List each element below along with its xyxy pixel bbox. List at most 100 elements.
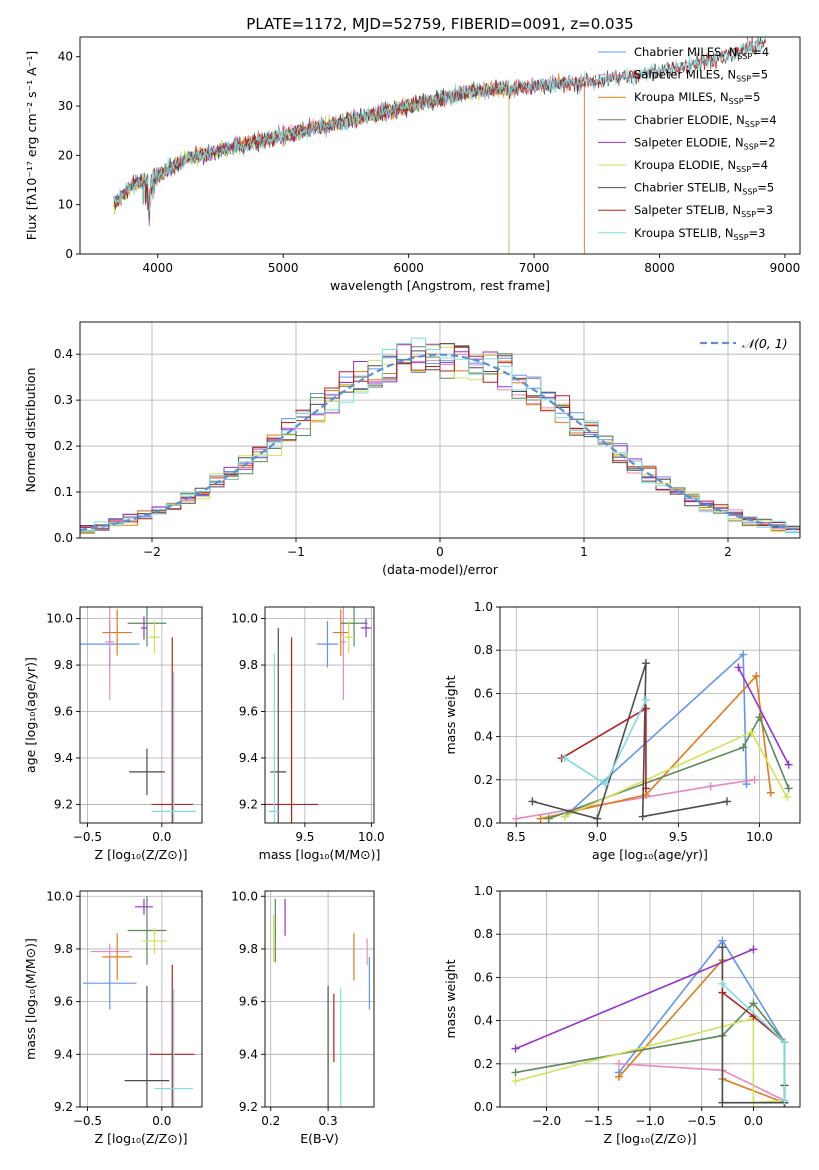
ytick-label-4: 0.8 — [474, 927, 493, 941]
ytick-label-2: 9.6 — [54, 995, 73, 1009]
ytick-label-4: 40 — [58, 50, 73, 64]
plot-area-age-vs-Z — [80, 607, 197, 823]
x-axis-label: age [log₁₀(age/yr)] — [592, 847, 708, 862]
errorbar-7 — [151, 637, 194, 823]
x-axis-label: mass [log₁₀(M/M⊙)] — [259, 847, 381, 862]
weight-marker-6-4 — [723, 797, 732, 806]
ytick-label-3: 9.8 — [239, 658, 258, 672]
legend-entry-6: Chabrier STELIB, NSSP=5 — [634, 181, 774, 197]
xtick-label-0: 0.2 — [261, 1114, 280, 1128]
ytick-label-0: 0.0 — [54, 531, 73, 545]
xtick-label-1: 5000 — [268, 261, 299, 275]
legend-entry-3: Chabrier ELODIE, NSSP=4 — [634, 113, 777, 129]
xtick-label-0: −2 — [143, 545, 161, 559]
weight-marker-6-0 — [718, 943, 727, 952]
weight-series-7 — [561, 707, 647, 789]
ytick-label-1: 9.4 — [54, 1047, 73, 1061]
ytick-label-4: 0.4 — [54, 347, 73, 361]
gaussian-reference-curve — [80, 353, 800, 531]
ytick-label-3: 9.8 — [54, 942, 73, 956]
plot-area-massweight-vs-age — [512, 650, 793, 823]
ytick-label-3: 9.8 — [239, 942, 258, 956]
panel-spectrum: 4000 5000 6000 7000 8000 9000 0 10 20 30 40 wavelen… — [24, 15, 801, 293]
panel-mass-vs-ebv: 0.2 0.3 9.2 9.4 9.6 9.8 10.0 E(B-V) — [231, 889, 375, 1146]
xtick-label-2: 6000 — [393, 261, 424, 275]
weight-marker-8-0 — [560, 754, 569, 763]
weight-marker-2-0 — [614, 1072, 623, 1081]
xtick-label-2: −1.0 — [635, 1114, 664, 1128]
weight-marker-6-3 — [638, 812, 647, 821]
legend-entry-2: Kroupa MILES, NSSP=5 — [634, 90, 760, 106]
weight-series-8 — [564, 699, 647, 786]
weight-series-0 — [564, 652, 748, 818]
histogram-7 — [80, 346, 800, 536]
weight-marker-4-0 — [511, 1044, 520, 1053]
weight-marker-7-0 — [718, 988, 727, 997]
errorbar-8 — [151, 672, 197, 823]
xtick-label-5: 9000 — [770, 261, 801, 275]
errorbar-8 — [154, 988, 194, 1107]
x-axis-label: E(B-V) — [300, 1131, 339, 1146]
x-axis-label: Z [log₁₀(Z/Z⊙)] — [95, 1131, 188, 1146]
weight-marker-8-2 — [641, 695, 650, 704]
y-axis-label: Flux [fλ10⁻¹⁷ erg cm⁻² s⁻¹ A⁻¹] — [24, 51, 39, 240]
spectrum-series-7 — [113, 37, 766, 211]
ytick-label-0: 9.2 — [239, 797, 258, 811]
errorbar-1 — [105, 607, 115, 700]
weight-marker-3-2 — [755, 713, 764, 722]
xtick-label-0: −0.5 — [73, 1114, 102, 1128]
legend-name-1: Salpeter MILES, N — [634, 68, 736, 82]
errorbar-2 — [102, 933, 133, 981]
xtick-label-0: 8.5 — [507, 830, 526, 844]
legend-entry-1: Salpeter MILES, NSSP=5 — [634, 68, 768, 84]
panel-age-vs-mass: 9.5 10.0 9.2 9.4 9.6 9.8 10.0 mass [log₁₀(M/M⊙)… — [231, 606, 385, 862]
xtick-label-3: −0.5 — [687, 1114, 716, 1128]
xtick-label-1: 0.0 — [152, 830, 171, 844]
errorbar-5 — [343, 620, 355, 654]
weight-marker-8-1 — [780, 1038, 789, 1047]
frame-mass-vs-Z — [79, 890, 203, 1108]
weight-marker-6-1 — [718, 1098, 727, 1107]
weight-marker-6-1 — [593, 814, 602, 823]
ytick-label-3: 0.3 — [54, 393, 73, 407]
ytick-label-2: 9.6 — [54, 705, 73, 719]
ytick-label-4: 10.0 — [231, 889, 258, 903]
frame-mass-vs-ebv — [264, 890, 375, 1108]
weight-series-1 — [516, 779, 755, 820]
errorbar-5 — [142, 927, 167, 955]
frame-spectrum — [79, 36, 801, 255]
plot-area-age-vs-mass — [265, 607, 372, 823]
xtick-label-0: 4000 — [142, 261, 173, 275]
weight-marker-4-0 — [734, 663, 743, 672]
legend-name-6: Chabrier STELIB, N — [634, 181, 742, 195]
ytick-label-0: 9.2 — [239, 1100, 258, 1114]
weight-marker-7-2 — [641, 784, 650, 793]
ytick-label-1: 9.4 — [54, 751, 73, 765]
legend-suffix-5: =4 — [751, 158, 768, 172]
xtick-label-1: −1 — [287, 545, 305, 559]
panel-massweight-vs-age: 8.5 9.0 9.5 10.0 0.0 0.2 0.4 0.6 0.8 1.0 age [log₁… — [443, 600, 801, 862]
legend-entry-4: Salpeter ELODIE, NSSP=2 — [634, 135, 776, 151]
xtick-label-3: 7000 — [519, 261, 550, 275]
ytick-label-0: 0.0 — [474, 1100, 493, 1114]
legend-suffix-3: =4 — [760, 113, 777, 127]
errorbar-6 — [270, 627, 287, 823]
errorbar-2 — [332, 609, 349, 656]
legend-entry-0: Chabrier MILES, NSSP=4 — [634, 45, 769, 61]
xtick-label-2: 9.5 — [669, 830, 688, 844]
x-axis-label: Z [log₁₀(Z/Z⊙)] — [604, 1131, 697, 1146]
legend-sub-5: SSP — [736, 165, 751, 174]
xtick-label-4: 8000 — [644, 261, 675, 275]
xtick-label-1: 9.0 — [588, 830, 607, 844]
weight-marker-2-2 — [752, 672, 761, 681]
errorbar-1 — [340, 607, 347, 700]
weight-marker-5-2 — [783, 793, 792, 802]
weight-marker-3-2 — [749, 999, 758, 1008]
errorbar-0 — [82, 956, 137, 1010]
plot-area-mass-vs-Z — [82, 896, 195, 1107]
weight-marker-8-1 — [601, 780, 610, 789]
ytick-label-1: 0.2 — [474, 1057, 493, 1071]
legend-suffix-8: =3 — [749, 226, 766, 240]
errorbar-4 — [141, 616, 147, 640]
ytick-label-2: 20 — [58, 148, 73, 162]
